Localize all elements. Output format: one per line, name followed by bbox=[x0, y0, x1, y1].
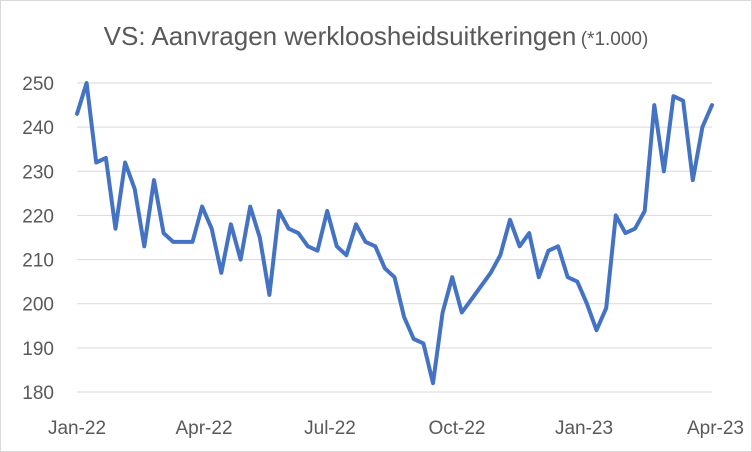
grid-lines bbox=[77, 82, 712, 393]
x-tick-label: Jan-22 bbox=[48, 418, 106, 439]
y-tick-label: 190 bbox=[22, 339, 54, 360]
x-tick-label: Apr-22 bbox=[175, 418, 232, 439]
y-axis-ticks: 180 190 200 210 220 230 240 250 bbox=[22, 74, 54, 404]
y-tick-label: 240 bbox=[22, 118, 54, 139]
x-tick-label: Apr-23 bbox=[687, 418, 744, 439]
x-tick-label: Oct-22 bbox=[428, 418, 485, 439]
series-group bbox=[75, 81, 714, 386]
series-line bbox=[75, 81, 714, 386]
chart-subtitle: (*1.000) bbox=[580, 29, 649, 50]
chart-title-block: VS: Aanvragen werkloosheidsuitkeringen (… bbox=[1, 21, 751, 52]
chart-title: VS: Aanvragen werkloosheidsuitkeringen bbox=[103, 21, 577, 51]
x-tick-label: Jul-22 bbox=[304, 418, 356, 439]
y-tick-label: 200 bbox=[22, 295, 54, 316]
y-tick-label: 220 bbox=[22, 206, 54, 227]
x-tick-label: Jan-23 bbox=[555, 418, 613, 439]
y-tick-label: 210 bbox=[22, 251, 54, 272]
y-tick-label: 250 bbox=[22, 74, 54, 95]
x-axis-ticks: Jan-22 Apr-22 Jul-22 Oct-22 Jan-23 Apr-23 bbox=[48, 418, 744, 439]
y-tick-label: 230 bbox=[22, 162, 54, 183]
y-tick-label: 180 bbox=[22, 383, 54, 404]
